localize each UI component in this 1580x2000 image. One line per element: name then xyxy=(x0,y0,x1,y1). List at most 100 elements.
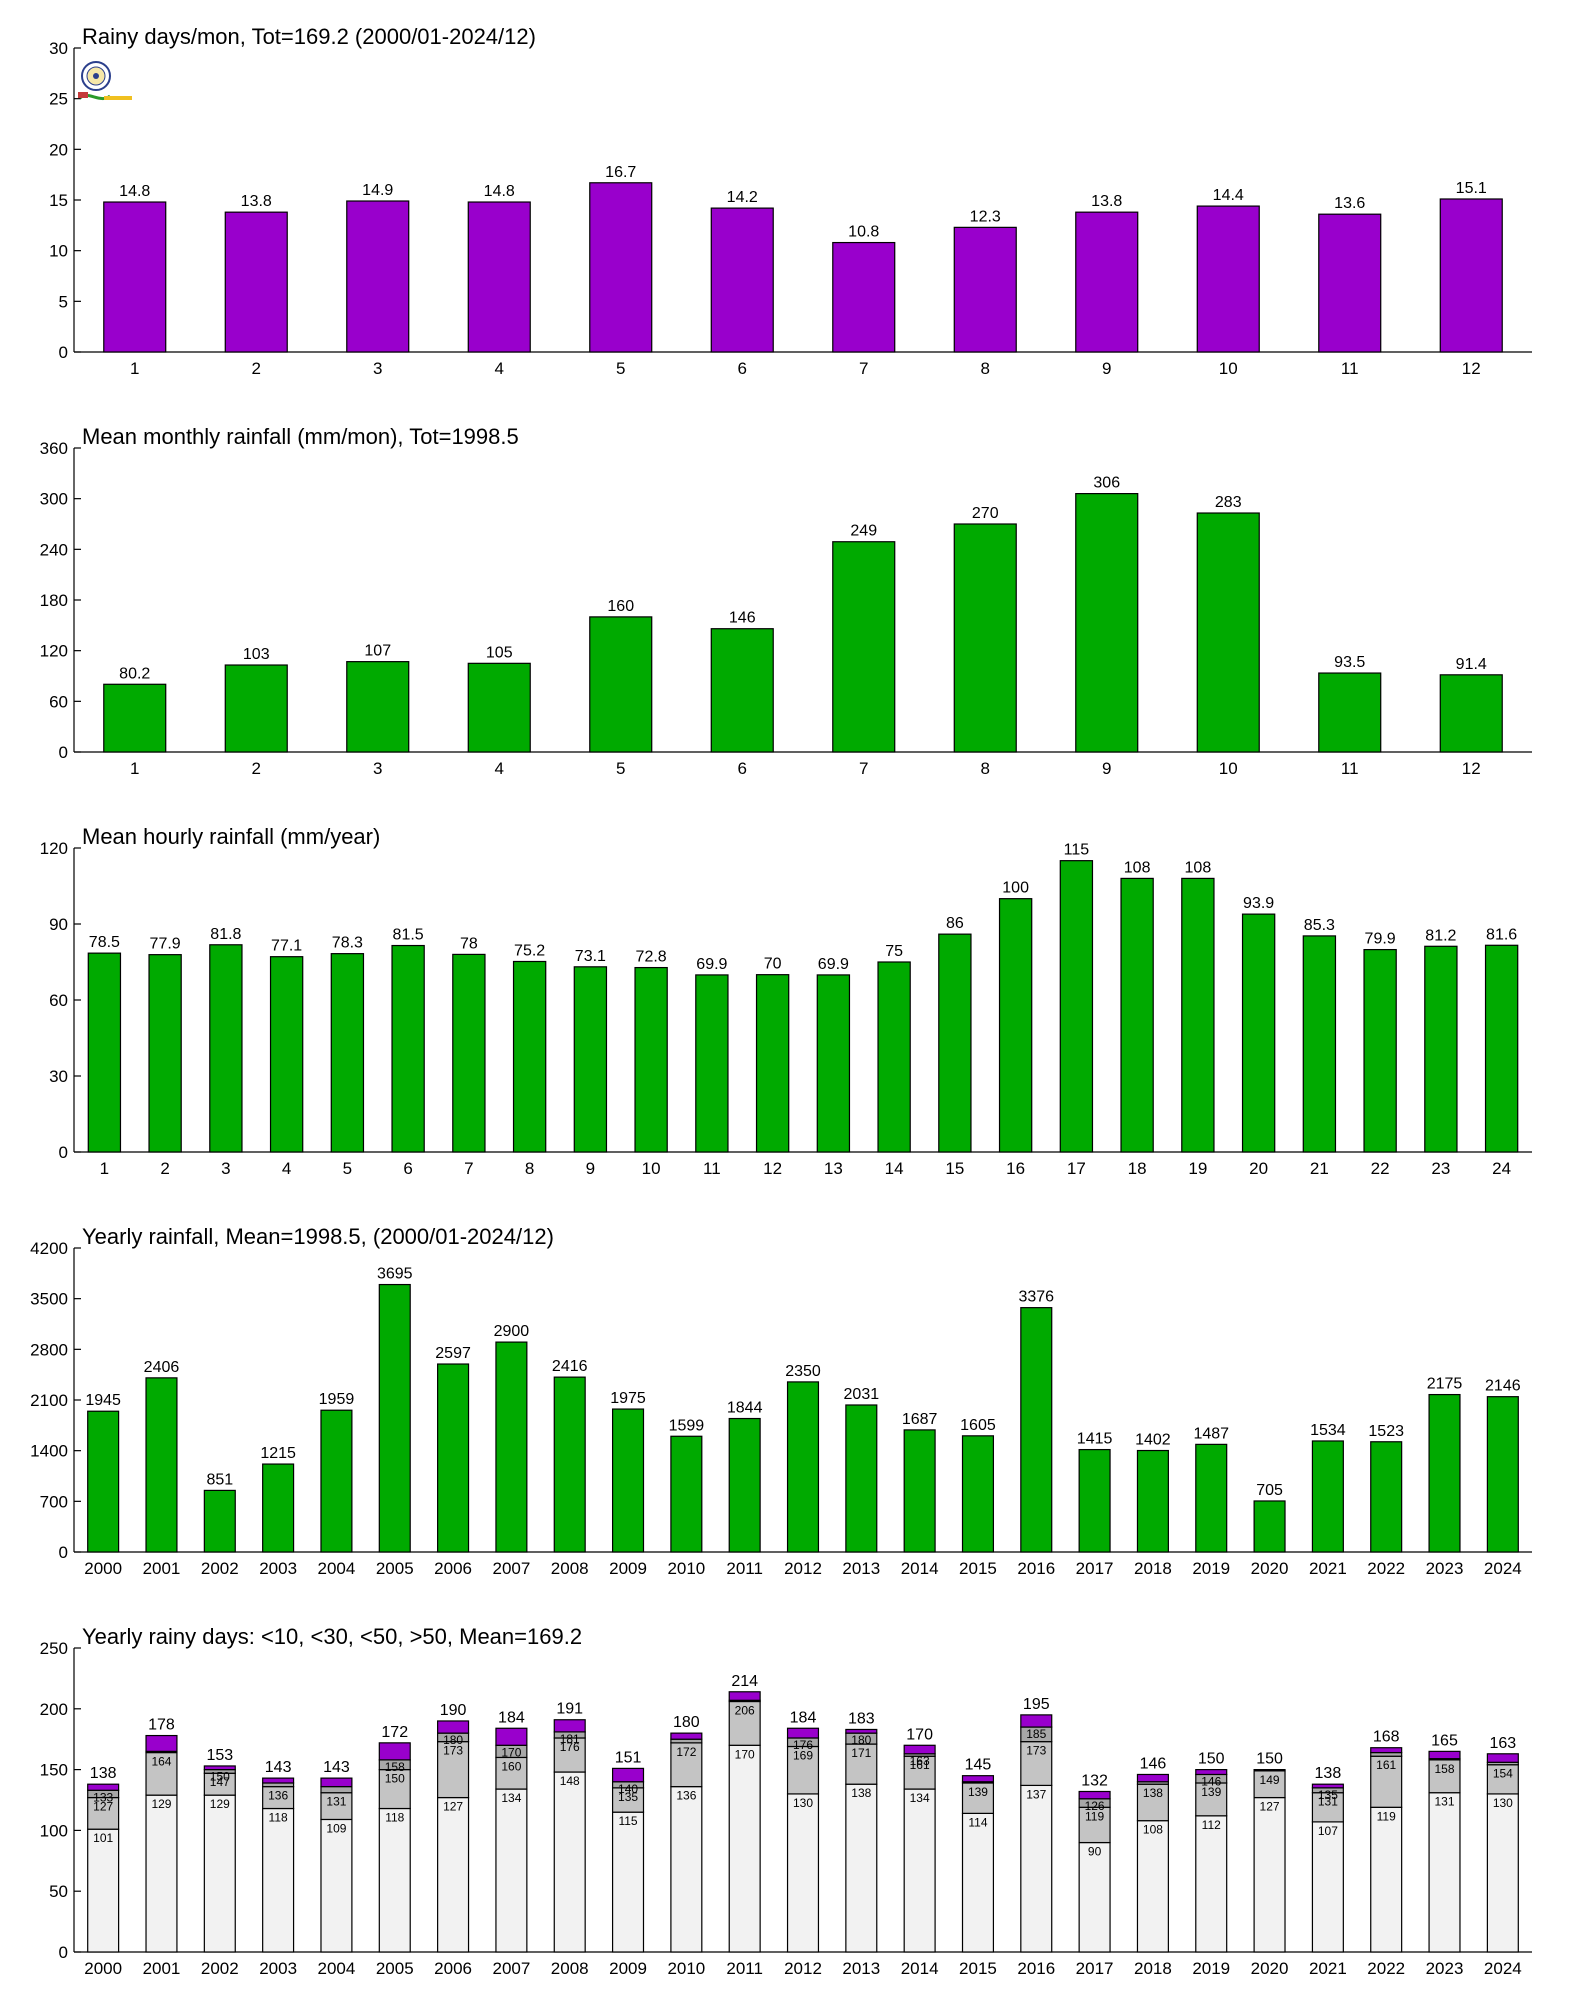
segment-label-lt30: 154 xyxy=(1493,1767,1513,1781)
bar xyxy=(224,211,288,353)
y-tick-label: 240 xyxy=(40,540,68,559)
bar xyxy=(1075,211,1139,353)
data-label: 3376 xyxy=(1018,1289,1054,1306)
x-tick-label: 2018 xyxy=(1134,1959,1172,1978)
bar xyxy=(1318,213,1382,353)
data-label: 1687 xyxy=(902,1411,938,1428)
data-label-total: 172 xyxy=(381,1724,408,1741)
bar xyxy=(938,933,972,1153)
bar xyxy=(269,956,304,1153)
bar-segment-lt10 xyxy=(845,1783,878,1953)
data-label: 12.3 xyxy=(970,208,1001,225)
x-tick-label: 6 xyxy=(738,759,747,778)
segment-label-lt50: 158 xyxy=(385,1760,405,1774)
bar-segment-lt30 xyxy=(1195,1782,1228,1817)
x-tick-label: 11 xyxy=(703,1159,721,1178)
segment-label-lt10: 134 xyxy=(501,1791,521,1805)
x-tick-label: 2013 xyxy=(842,1559,880,1578)
data-label: 2031 xyxy=(844,1386,880,1403)
bar-segment-lt10 xyxy=(1253,1796,1286,1953)
data-label: 75.2 xyxy=(514,942,545,959)
y-tick-label: 3500 xyxy=(30,1290,68,1309)
bar-segment-total xyxy=(728,1691,761,1701)
bar xyxy=(1241,913,1276,1153)
bar xyxy=(961,1435,995,1553)
bar xyxy=(467,201,531,353)
x-tick-label: 2012 xyxy=(784,1559,822,1578)
bar xyxy=(1439,198,1503,353)
bar-segment-total xyxy=(320,1777,353,1788)
data-label: 270 xyxy=(972,505,999,522)
y-tick-label: 300 xyxy=(40,490,68,509)
x-tick-label: 2006 xyxy=(434,1559,472,1578)
x-tick-label: 2017 xyxy=(1076,1959,1114,1978)
bar-segment-total xyxy=(553,1719,586,1733)
bar xyxy=(437,1363,470,1553)
data-label: 705 xyxy=(1256,1482,1283,1499)
data-label: 69.9 xyxy=(818,956,849,973)
x-tick-label: 2011 xyxy=(726,1959,763,1978)
bar xyxy=(728,1417,761,1553)
data-label: 80.2 xyxy=(119,665,150,682)
y-tick-label: 4200 xyxy=(30,1239,68,1258)
data-label: 115 xyxy=(1064,842,1090,859)
x-tick-label: 2004 xyxy=(318,1559,356,1578)
x-tick-label: 9 xyxy=(1102,759,1111,778)
segment-label-lt30: 138 xyxy=(1143,1786,1163,1800)
segment-label-lt10: 130 xyxy=(1493,1796,1513,1810)
x-tick-label: 2016 xyxy=(1017,1959,1055,1978)
x-tick-label: 2024 xyxy=(1484,1959,1522,1978)
bar-segment-total xyxy=(611,1767,645,1783)
data-label-total: 214 xyxy=(731,1673,758,1690)
x-tick-label: 2011 xyxy=(726,1559,763,1578)
bar-segment-total xyxy=(437,1720,470,1734)
bar xyxy=(1195,1443,1228,1553)
x-tick-label: 18 xyxy=(1128,1159,1147,1178)
data-label-total: 180 xyxy=(673,1714,700,1731)
bar-segment-lt10 xyxy=(611,1811,645,1953)
x-tick-label: 2010 xyxy=(667,1959,705,1978)
data-label: 93.5 xyxy=(1334,654,1365,671)
segment-label-lt30: 160 xyxy=(501,1759,521,1773)
x-tick-label: 2 xyxy=(252,759,261,778)
bar-segment-total xyxy=(845,1728,878,1734)
data-label-total: 165 xyxy=(1431,1732,1458,1749)
data-label: 77.9 xyxy=(150,936,181,953)
data-label: 1402 xyxy=(1135,1432,1171,1449)
bar-segment-lt10 xyxy=(437,1796,470,1953)
bar-segment-lt30 xyxy=(1428,1759,1461,1794)
x-tick-label: 2009 xyxy=(609,1559,647,1578)
data-label: 1599 xyxy=(669,1417,705,1434)
bar-segment-lt10 xyxy=(495,1788,528,1953)
bar-segment-lt30 xyxy=(320,1792,353,1821)
data-label: 69.9 xyxy=(696,956,727,973)
bar-segment-total xyxy=(203,1765,236,1771)
data-label: 107 xyxy=(364,643,391,660)
x-tick-label: 5 xyxy=(616,759,625,778)
x-tick-label: 9 xyxy=(586,1159,595,1178)
x-tick-label: 2002 xyxy=(201,1959,239,1978)
bar-segment-total xyxy=(1428,1750,1461,1760)
y-tick-label: 1400 xyxy=(30,1442,68,1461)
y-tick-label: 5 xyxy=(59,292,68,311)
segment-label-lt30: 135 xyxy=(618,1790,638,1804)
bar xyxy=(209,944,243,1153)
y-tick-label: 20 xyxy=(49,140,68,159)
segment-label-lt10: 101 xyxy=(93,1831,113,1845)
data-label: 2597 xyxy=(435,1345,471,1362)
bar-segment-lt10 xyxy=(87,1828,120,1953)
data-label: 14.4 xyxy=(1213,187,1244,204)
segment-label-lt30: 119 xyxy=(1085,1809,1104,1823)
data-label-total: 151 xyxy=(615,1749,642,1766)
segment-label-lt10: 114 xyxy=(968,1815,987,1829)
segment-label-lt30: 147 xyxy=(210,1775,230,1789)
segment-label-lt30: 158 xyxy=(1435,1762,1455,1776)
data-label: 108 xyxy=(1185,859,1212,876)
x-tick-label: 2023 xyxy=(1426,1559,1464,1578)
data-label-total: 150 xyxy=(1198,1751,1225,1768)
bar-segment-total xyxy=(378,1742,411,1761)
x-tick-label: 4 xyxy=(495,759,504,778)
bar-segment-lt10 xyxy=(378,1807,411,1953)
data-label: 15.1 xyxy=(1456,180,1487,197)
bar xyxy=(670,1435,703,1553)
